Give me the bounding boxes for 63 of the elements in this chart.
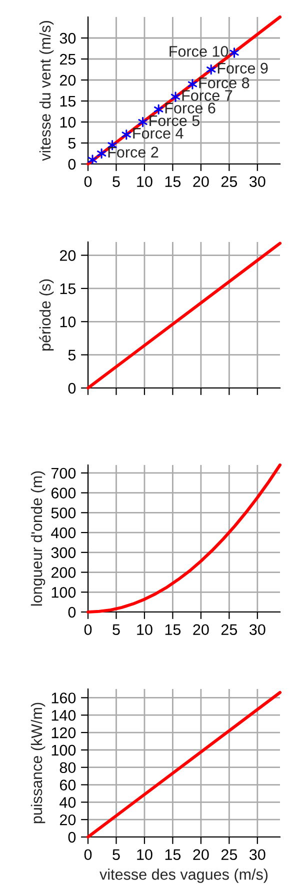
y-tick-label: 10 — [60, 316, 76, 328]
annotation: Force 7 — [182, 90, 232, 101]
y-tick-label: 300 — [51, 547, 76, 558]
y-tick-label: 5 — [68, 138, 76, 149]
x-tick-label: 10 — [137, 849, 152, 860]
y-tick-label: 30 — [60, 32, 76, 44]
y-tick-label: 20 — [60, 74, 76, 86]
annotation: Force 8 — [199, 77, 250, 88]
x-tick-label: 20 — [193, 624, 209, 636]
annotation: Force 6 — [165, 102, 216, 114]
y-axis-title: longueur d'onde (m) — [30, 471, 46, 606]
y-tick-label: 15 — [60, 283, 76, 294]
y-tick-label: 100 — [52, 587, 76, 598]
y-tick-label: 15 — [60, 96, 76, 107]
x-tick-label: 15 — [165, 176, 181, 188]
annotation: Force 5 — [150, 115, 200, 126]
y-tick-label: 0 — [68, 158, 76, 170]
x-tick-label: 25 — [221, 176, 238, 188]
y-tick-label: 120 — [52, 727, 76, 738]
y-tick-label: 0 — [68, 832, 76, 843]
y-tick-label: 80 — [60, 762, 76, 774]
x-tick-label: 0 — [84, 849, 92, 860]
y-tick-label: 140 — [52, 710, 76, 721]
y-tick-label: 20 — [60, 250, 76, 261]
y-tick-label: 600 — [51, 488, 76, 498]
x-tick-label: 20 — [193, 176, 209, 188]
y-axis-title: vitesse du vent (m/s) — [39, 20, 54, 161]
y-tick-label: 160 — [52, 692, 76, 704]
x-tick-label: 20 — [193, 849, 209, 860]
x-tick-label: 0 — [84, 624, 92, 636]
y-tick-label: 40 — [60, 797, 76, 808]
x-tick-label: 5 — [112, 849, 120, 860]
annotation: Force 2 — [108, 146, 158, 158]
y-tick-label: 100 — [52, 744, 76, 756]
y-tick-label: 200 — [51, 567, 76, 578]
y-axis-title: puissance (kW/m) — [30, 702, 46, 824]
annotation: Force 9 — [218, 62, 268, 74]
y-tick-label: 400 — [51, 527, 76, 538]
x-tick-label: 25 — [221, 624, 238, 636]
x-tick-label: 5 — [112, 176, 120, 188]
y-tick-label: 500 — [51, 508, 76, 518]
x-tick-label: 15 — [165, 624, 181, 636]
y-tick-label: 60 — [60, 780, 76, 790]
y-tick-label: 10 — [60, 116, 76, 128]
x-axis-title: vitesse des vagues (m/s) — [100, 868, 268, 883]
x-tick-label: 25 — [221, 849, 238, 860]
y-axis-title: période (s) — [39, 279, 54, 351]
y-tick-label: 700 — [51, 468, 76, 479]
x-tick-label: 10 — [137, 624, 152, 636]
x-tick-label: 30 — [250, 176, 266, 188]
y-tick-label: 0 — [68, 606, 76, 618]
x-tick-label: 30 — [250, 624, 266, 636]
x-tick-label: 30 — [250, 849, 266, 860]
x-tick-label: 10 — [137, 176, 152, 188]
y-tick-label: 20 — [60, 814, 76, 826]
annotation: Force 10 — [170, 46, 228, 57]
x-tick-label: 5 — [112, 624, 120, 636]
x-tick-label: 0 — [84, 176, 92, 188]
y-tick-label: 5 — [68, 350, 76, 361]
y-tick-label: 0 — [68, 382, 76, 394]
x-tick-label: 15 — [165, 849, 181, 860]
y-tick-label: 25 — [60, 54, 76, 65]
annotation: Force 4 — [133, 128, 184, 139]
